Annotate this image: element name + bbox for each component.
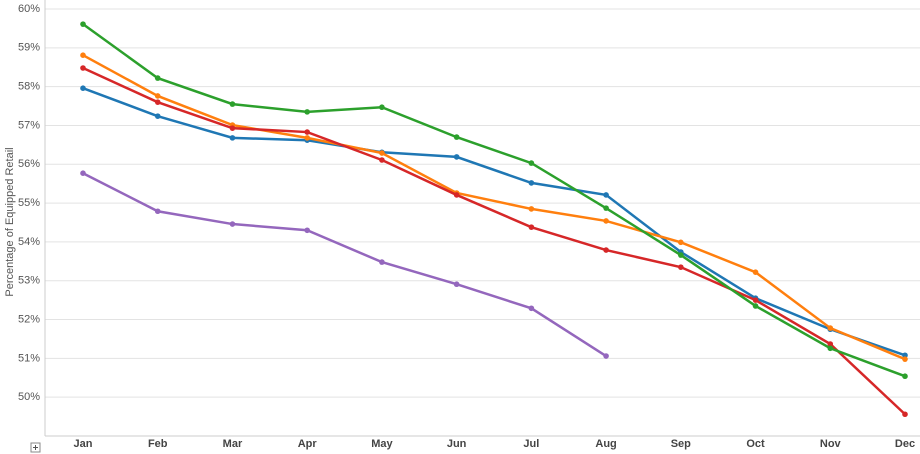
- y-tick-label: 55%: [18, 197, 40, 209]
- data-point: [902, 411, 908, 418]
- y-tick-label: 54%: [18, 236, 40, 248]
- y-tick-label: 51%: [18, 352, 40, 364]
- data-point: [678, 252, 684, 258]
- data-point: [678, 264, 684, 270]
- x-tick-label: Feb: [148, 438, 168, 450]
- x-tick-label: Oct: [746, 438, 765, 450]
- y-tick-label: 60%: [18, 3, 40, 15]
- data-point: [304, 135, 310, 141]
- data-point: [304, 109, 310, 115]
- data-point: [528, 224, 535, 230]
- data-point: [752, 303, 759, 309]
- series-line: [82, 54, 906, 361]
- x-tick-label: Dec: [895, 438, 915, 450]
- y-axis-label: Percentage of Equipped Retail: [4, 147, 16, 296]
- x-tick-label: Jul: [523, 438, 539, 450]
- series-line: [82, 172, 607, 358]
- y-tick-label: 58%: [18, 81, 40, 93]
- data-point: [154, 208, 161, 215]
- data-point: [827, 341, 834, 347]
- data-point: [453, 154, 460, 160]
- data-point: [80, 21, 86, 27]
- data-point: [229, 221, 236, 227]
- data-point: [154, 93, 161, 99]
- data-point: [453, 281, 460, 288]
- data-point: [752, 269, 759, 275]
- data-point: [827, 345, 834, 352]
- data-point: [603, 205, 609, 211]
- data-point: [902, 373, 908, 380]
- data-point: [154, 75, 161, 81]
- data-point: [603, 247, 609, 253]
- data-point: [80, 65, 86, 71]
- x-tick-label: May: [371, 438, 393, 450]
- x-tick-label: Nov: [820, 438, 842, 450]
- data-point: [453, 134, 460, 140]
- data-point: [80, 170, 86, 177]
- series-line: [82, 66, 906, 416]
- data-point: [379, 259, 385, 265]
- x-tick-label: Mar: [223, 438, 243, 450]
- data-point: [902, 356, 908, 362]
- data-point: [154, 113, 161, 119]
- data-point: [304, 227, 310, 234]
- data-point: [528, 206, 535, 212]
- y-tick-label: 57%: [18, 119, 40, 131]
- data-point: [528, 180, 535, 186]
- data-point: [528, 305, 535, 312]
- series-line: [82, 87, 906, 357]
- data-point: [603, 353, 609, 359]
- data-point: [304, 129, 310, 135]
- data-point: [229, 125, 236, 131]
- data-point: [902, 352, 908, 359]
- data-point: [603, 192, 609, 198]
- x-tick-label: Sep: [671, 438, 691, 450]
- data-point: [229, 101, 236, 107]
- x-tick-label: Jan: [74, 438, 93, 450]
- y-tick-label: 59%: [18, 42, 40, 54]
- y-tick-label: 52%: [18, 313, 40, 325]
- data-point: [752, 297, 759, 303]
- data-point: [678, 239, 684, 246]
- data-point: [453, 192, 460, 198]
- x-tick-label: Aug: [595, 438, 616, 450]
- data-point: [80, 52, 86, 58]
- data-point: [80, 85, 86, 91]
- expand-button[interactable]: [30, 442, 41, 453]
- y-tick-label: 56%: [18, 158, 40, 170]
- data-point: [229, 135, 236, 141]
- data-point: [154, 99, 161, 105]
- data-point: [379, 157, 385, 163]
- y-tick-label: 50%: [18, 391, 40, 403]
- data-point: [379, 150, 385, 156]
- data-point: [528, 160, 535, 166]
- x-tick-label: Jun: [447, 438, 467, 450]
- y-tick-label: 53%: [18, 275, 40, 287]
- x-tick-label: Apr: [298, 438, 318, 450]
- data-point: [603, 218, 609, 224]
- data-point: [379, 104, 385, 111]
- series-line: [82, 23, 906, 378]
- data-point: [827, 325, 834, 331]
